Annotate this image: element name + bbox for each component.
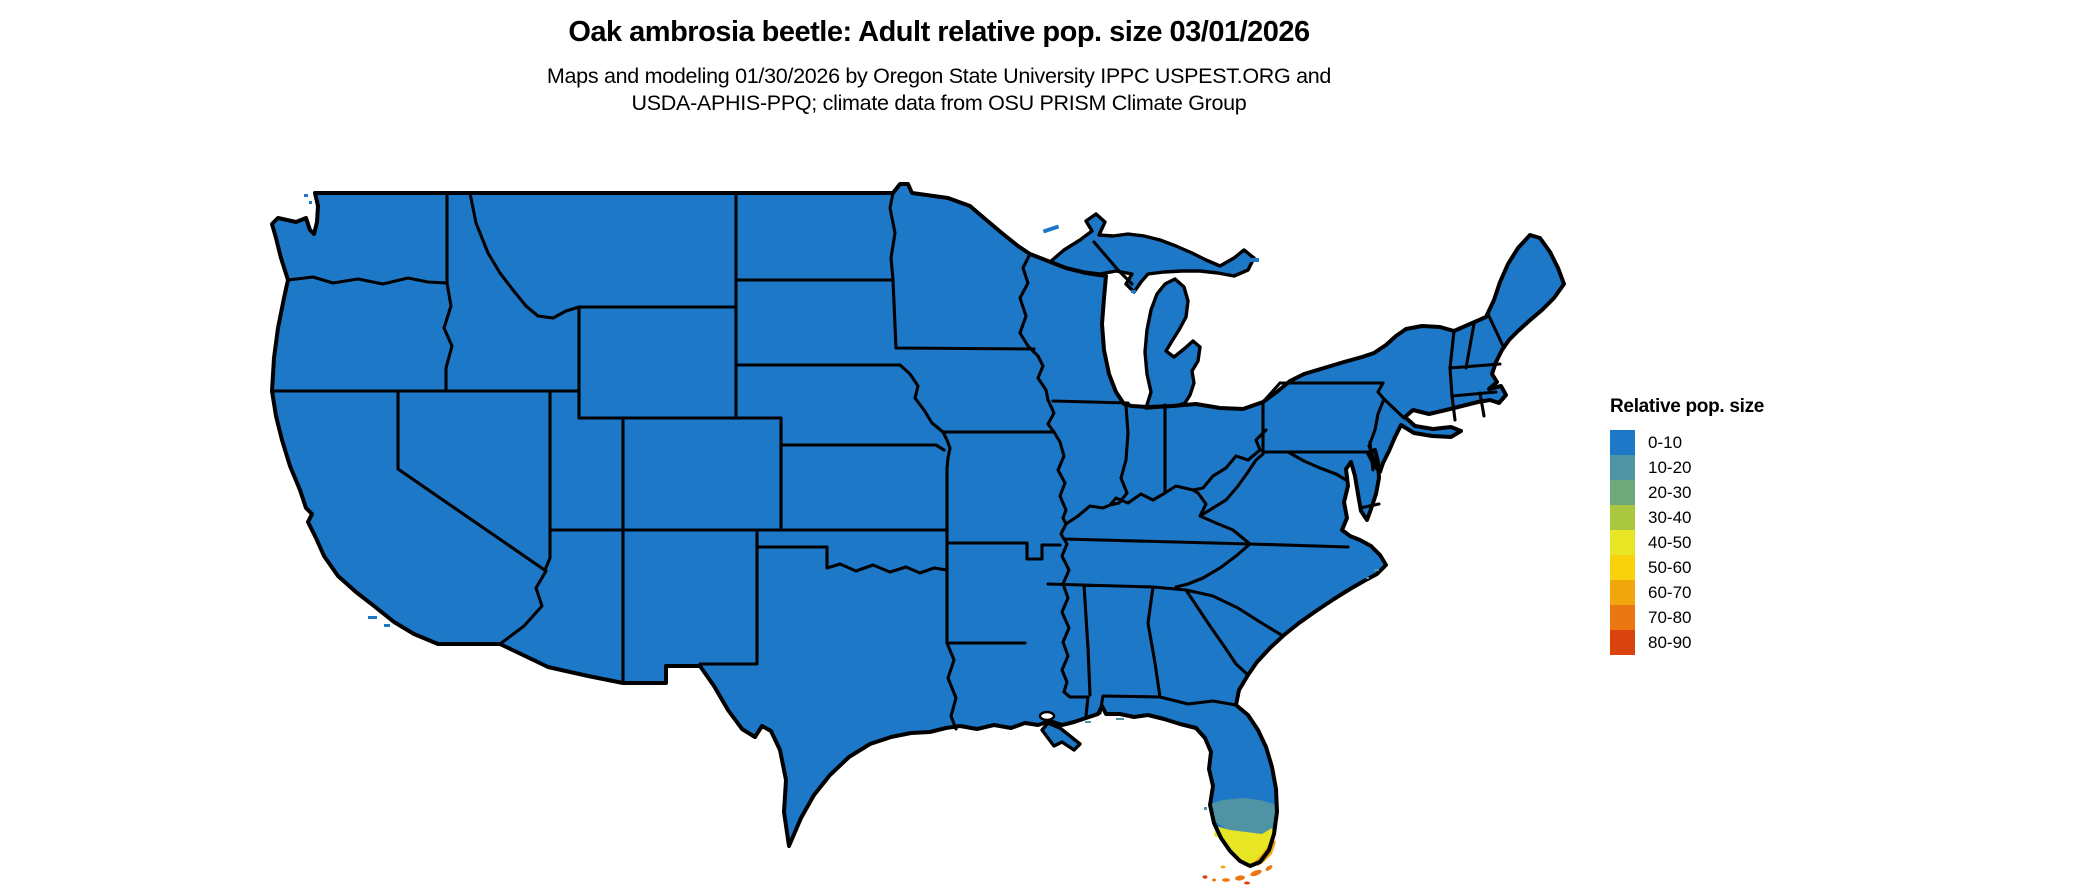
us-map-svg: [270, 182, 1566, 885]
legend-rows: 0-10 10-20 20-30 30-40 40-50 50-60 60-70 70-80 8…: [1600, 430, 1880, 655]
legend-title: Relative pop. size: [1610, 396, 1765, 417]
legend-row-60-70: 60-70: [1610, 580, 1880, 605]
lake-pontchartrain: [1038, 710, 1056, 722]
legend-row-50-60: 50-60: [1610, 555, 1880, 580]
map-subtitle-line1: Maps and modeling 01/30/2026 by Oregon S…: [546, 64, 1332, 88]
legend-row-30-40: 30-40: [1610, 505, 1880, 530]
legend-label: 30-40: [1648, 507, 1692, 527]
legend-swatch-30-40: [1610, 505, 1635, 530]
map-title: Oak ambrosia beetle: Adult relative pop.…: [568, 16, 1310, 48]
florida-zone-10-20: [1210, 798, 1276, 836]
legend-row-40-50: 40-50: [1610, 530, 1880, 555]
legend-label: 50-60: [1648, 557, 1692, 577]
legend-row-20-30: 20-30: [1610, 480, 1880, 505]
legend-swatch-50-60: [1610, 555, 1635, 580]
mississippi-delta: [1040, 721, 1082, 752]
legend-row-0-10: 0-10: [1610, 430, 1880, 455]
michigan-mitten: [1143, 277, 1202, 410]
legend-swatch-20-30: [1610, 480, 1635, 505]
legend-label: 20-30: [1648, 482, 1692, 502]
us-map: [248, 178, 1603, 892]
legend-swatch-80-90: [1610, 630, 1635, 655]
map-header: Oak ambrosia beetle: Adult relative pop.…: [0, 16, 1878, 117]
legend-label: 80-90: [1648, 632, 1692, 652]
legend-swatch-10-20: [1610, 455, 1635, 480]
us-coastline: [270, 182, 1566, 868]
legend-swatch-70-80: [1610, 605, 1635, 630]
map-subtitle-line2: USDA-APHIS-PPQ; climate data from OSU PR…: [631, 91, 1247, 115]
legend-swatch-40-50: [1610, 530, 1635, 555]
island-specks: [304, 194, 1379, 810]
legend-row-70-80: 70-80: [1610, 605, 1880, 630]
legend-swatch-60-70: [1610, 580, 1635, 605]
legend-label: 70-80: [1648, 607, 1692, 627]
legend-label: 40-50: [1648, 532, 1692, 552]
florida-keys: [1202, 865, 1273, 885]
legend-row-80-90: 80-90: [1610, 630, 1880, 655]
legend-row-10-20: 10-20: [1610, 455, 1880, 480]
legend: Relative pop. size 0-10 10-20 20-30 30-40 40…: [1600, 396, 1880, 655]
legend-label: 60-70: [1648, 582, 1692, 602]
legend-label: 10-20: [1648, 457, 1692, 477]
legend-swatch-0-10: [1610, 430, 1635, 455]
legend-label: 0-10: [1648, 432, 1683, 452]
florida-zone-40-50: [1214, 826, 1274, 864]
us-landmass: [272, 184, 1564, 866]
